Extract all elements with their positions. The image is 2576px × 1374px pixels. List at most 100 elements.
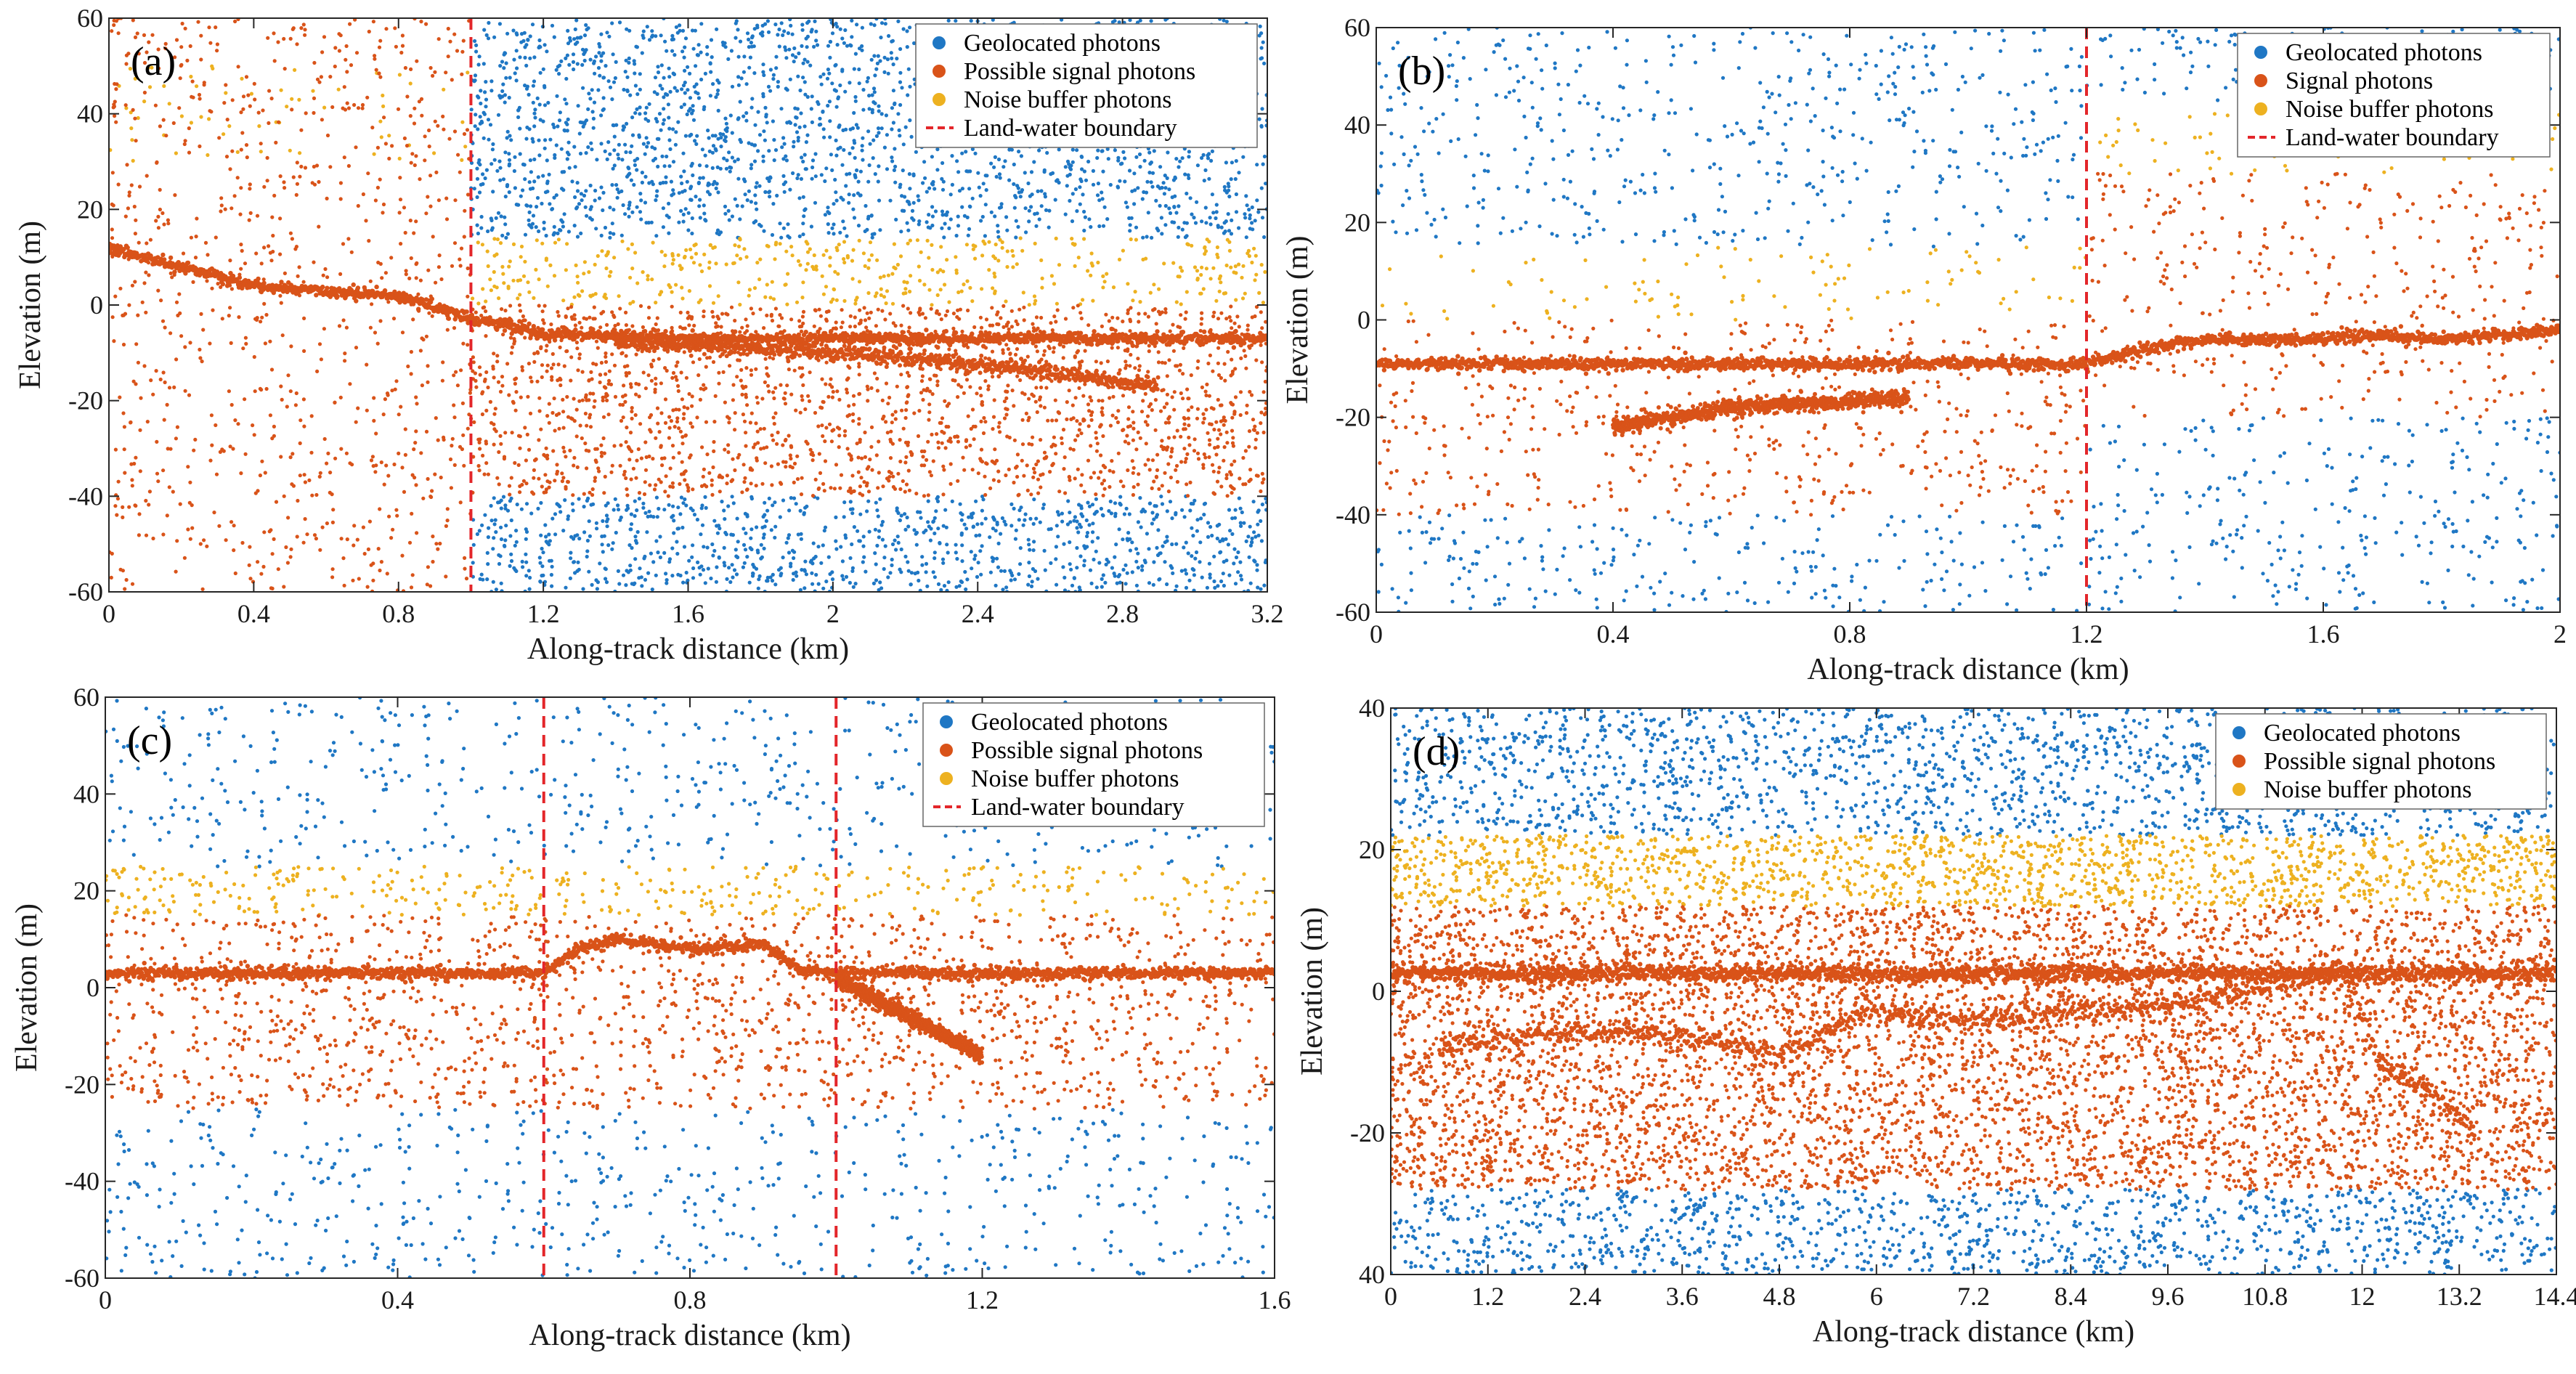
geolocated-photon [1184,540,1188,545]
geolocated-photon [1226,542,1230,547]
geolocated-photon [773,22,778,27]
geolocated-photon [967,204,972,208]
geolocated-photon [679,105,683,110]
geolocated-photon [1024,230,1028,235]
geolocated-photon [879,112,884,116]
geolocated-photon [1070,160,1075,164]
geolocated-photon [861,158,865,162]
geolocated-photon [784,48,788,52]
geolocated-photon [906,569,911,573]
geolocated-photon [950,154,954,158]
geolocated-photon [978,533,982,537]
geolocated-photon [756,149,760,153]
signal-photon [158,124,162,129]
geolocated-photon [619,515,623,520]
signal-photon [290,237,294,241]
geolocated-photon [924,561,929,566]
geolocated-photon [1134,225,1139,229]
signal-photon [731,457,735,461]
signal-photon [349,250,354,254]
geolocated-photon [839,545,843,549]
noise-buffer-photon [372,152,376,156]
geolocated-photon [1208,575,1212,580]
geolocated-photon [1028,548,1032,552]
geolocated-photon [674,25,679,29]
geolocated-photon [571,60,576,64]
geolocated-photon [751,562,755,567]
signal-photon [501,333,505,337]
geolocated-photon [779,107,784,111]
geolocated-photon [867,107,871,111]
geolocated-photon [777,44,781,49]
geolocated-photon [711,182,715,187]
geolocated-photon [796,173,800,177]
geolocated-photon [714,148,718,153]
geolocated-photon [830,81,834,86]
geolocated-photon [514,49,519,53]
signal-photon [446,26,450,31]
signal-photon [1025,463,1029,468]
geolocated-photon [686,88,690,92]
noise-buffer-photon [831,297,835,301]
geolocated-photon [504,76,508,80]
geolocated-photon [898,518,902,523]
noise-buffer-photon [142,99,147,104]
geolocated-photon [508,499,513,503]
signal-photon [1005,407,1009,412]
geolocated-photon [730,84,735,89]
noise-buffer-photon [617,294,621,298]
geolocated-photon [1147,547,1151,551]
geolocated-photon [616,508,621,512]
noise-buffer-photon [671,258,676,262]
geolocated-photon [800,568,804,572]
geolocated-photon [723,204,728,208]
geolocated-photon [1060,511,1064,516]
geolocated-photon [538,580,543,584]
geolocated-photon [575,62,580,66]
noise-buffer-photon [742,247,747,251]
signal-photon [325,133,330,138]
geolocated-photon [1032,540,1036,544]
geolocated-photon [874,67,879,71]
geolocated-photon [787,508,792,513]
geolocated-photon [1222,18,1226,23]
noise-buffer-photon [502,281,506,285]
geolocated-photon [763,190,768,195]
geolocated-photon [1163,223,1168,227]
geolocated-photon [771,202,776,206]
signal-photon [171,489,175,494]
geolocated-photon [879,21,885,25]
geolocated-photon [1012,182,1016,187]
signal-photon [1121,484,1126,489]
geolocated-photon [508,534,513,538]
signal-photon [484,461,489,466]
noise-buffer-photon [851,248,856,252]
geolocated-photon [930,223,935,228]
geolocated-photon [1172,205,1177,209]
geolocated-photon [802,214,806,219]
geolocated-photon [1080,167,1084,171]
signal-photon [197,92,202,97]
geolocated-photon [612,134,617,139]
geolocated-photon [489,89,494,93]
geolocated-photon [649,514,653,519]
noise-buffer-photon [210,64,214,68]
geolocated-photon [1116,158,1121,163]
noise-buffer-photon [971,243,975,248]
geolocated-photon [729,49,734,53]
noise-buffer-photon [1138,300,1142,304]
geolocated-photon [959,518,964,522]
noise-buffer-photon [588,293,593,298]
signal-photon [740,384,744,389]
geolocated-photon [1092,512,1097,516]
geolocated-photon [548,137,553,142]
geolocated-photon [695,134,699,138]
geolocated-photon [983,234,987,238]
signal-photon [1145,414,1150,418]
geolocated-photon [1082,558,1086,563]
geolocated-photon [1180,508,1185,512]
geolocated-photon [1124,563,1128,567]
signal-photon [1243,354,1248,358]
geolocated-photon [590,147,594,152]
signal-photon [166,218,170,222]
